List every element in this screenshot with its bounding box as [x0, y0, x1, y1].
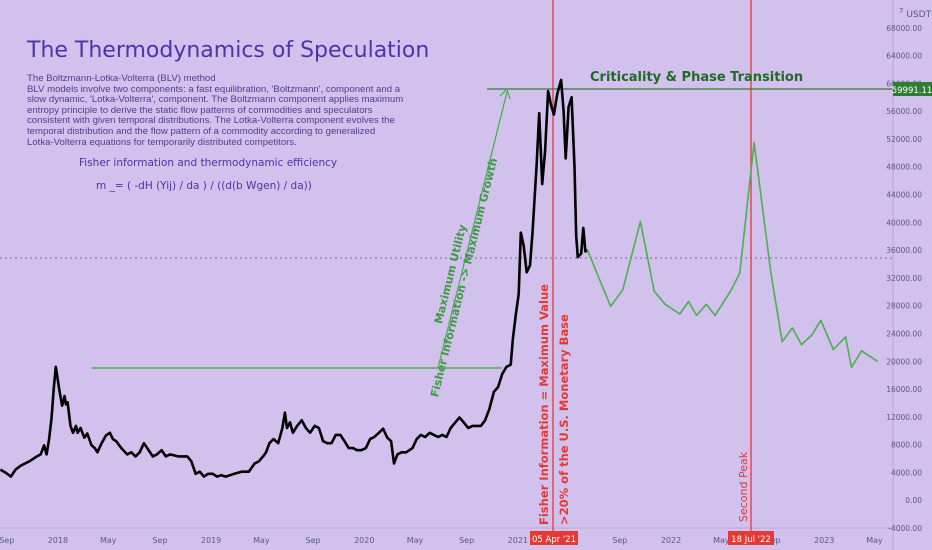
x-tick-label: May [713, 536, 730, 545]
currency-label[interactable]: 7 USDT [899, 7, 931, 20]
y-tick-label: 56000.00 [886, 107, 922, 116]
price-badge [893, 82, 932, 96]
y-tick-label: 0.00 [905, 496, 922, 505]
y-tick-label: 16000.00 [886, 385, 922, 394]
x-tick-label: 2021 [508, 536, 528, 545]
y-tick-label: 28000.00 [886, 302, 922, 311]
y-tick-label: 32000.00 [886, 274, 922, 283]
description-line: slow dynamic, 'Lotka-Volterra', componen… [27, 94, 404, 106]
y-tick-label: 52000.00 [886, 135, 922, 144]
description-line: temporal distribution and the flow patte… [27, 125, 376, 137]
arrow-annotation: Maximum Utility Fisher Information -> Ma… [428, 157, 500, 399]
x-tick-label: 2022 [661, 536, 681, 545]
series-projection-line [586, 141, 878, 369]
x-tick-label: Sep [612, 536, 627, 545]
chart-title: The Thermodynamics of Speculation [27, 38, 430, 63]
y-tick-label: 8000.00 [891, 441, 922, 450]
date-badge-2 [728, 531, 774, 545]
x-tick-label: 2018 [48, 536, 68, 545]
x-tick-label: May [253, 536, 270, 545]
date-badge-1 [530, 531, 578, 545]
x-tick-label: May [100, 536, 117, 545]
y-tick-label: 48000.00 [886, 163, 922, 172]
description-line: BLV models involve two components: a fas… [27, 83, 401, 95]
series-group [0, 78, 878, 478]
y-axis: -4000.00 0.00 4000.00 8000.00 12000.00 16000.… [886, 24, 922, 533]
y-tick-label: 4000.00 [891, 468, 922, 477]
description-line: entropy principle to derive the static f… [27, 104, 373, 116]
currency-code: USDT [906, 10, 932, 20]
date-label-2: 18 Jul '22 [731, 535, 771, 545]
y-tick-label: 64000.00 [886, 52, 922, 61]
y-tick-label: 20000.00 [886, 357, 922, 366]
x-tick-label: Sep [152, 536, 167, 545]
x-tick-label: 2023 [814, 536, 834, 545]
currency-sup: 7 [899, 7, 904, 15]
x-tick-label: Sep [0, 536, 14, 545]
vline1-label: Fisher Information = Maximum Value [537, 284, 551, 525]
fisher-heading: Fisher information and thermodynamic eff… [79, 157, 338, 169]
y-tick-label: -4000.00 [888, 524, 922, 533]
y-tick-label: 44000.00 [886, 191, 922, 200]
y-tick-label: 68000.00 [886, 24, 922, 33]
price-label: 59991.11 [892, 86, 932, 96]
description-line: The Boltzmann-Lotka-Volterra (BLV) metho… [27, 73, 216, 84]
growth-arrowhead [499, 87, 511, 100]
y-tick-label: 40000.00 [886, 218, 922, 227]
y-tick-label: 12000.00 [886, 413, 922, 422]
x-tick-label: Sep [459, 536, 474, 545]
y-tick-label: 24000.00 [886, 329, 922, 338]
series-price-line [0, 78, 589, 478]
description-line: consistent with given temporal distribut… [27, 115, 395, 127]
x-tick-label: May [407, 536, 424, 545]
x-tick-label: May [866, 536, 883, 545]
formula: m _= ( -dH (Yij) / da ) / ((d(b Wgen) / … [96, 180, 312, 192]
x-tick-label: 2019 [201, 536, 221, 545]
x-tick-label: Sep [306, 536, 321, 545]
date-label-1: 05 Apr '21 [532, 535, 576, 545]
growth-arrow-line [437, 91, 508, 369]
description: The Boltzmann-Lotka-Volterra (BLV) metho… [27, 73, 404, 148]
description-line: Lotka-Volterra equations for temporarily… [27, 136, 297, 148]
arrow-label-2: Fisher Information -> Maximum Growth [428, 157, 500, 399]
vline3-label: Second Peak [737, 451, 750, 522]
criticality-label: Criticality & Phase Transition [590, 70, 804, 85]
y-tick-label: 36000.00 [886, 246, 922, 255]
x-tick-label: 2020 [354, 536, 374, 545]
vline2-label: >20% of the U.S. Monetary Base [557, 314, 571, 525]
